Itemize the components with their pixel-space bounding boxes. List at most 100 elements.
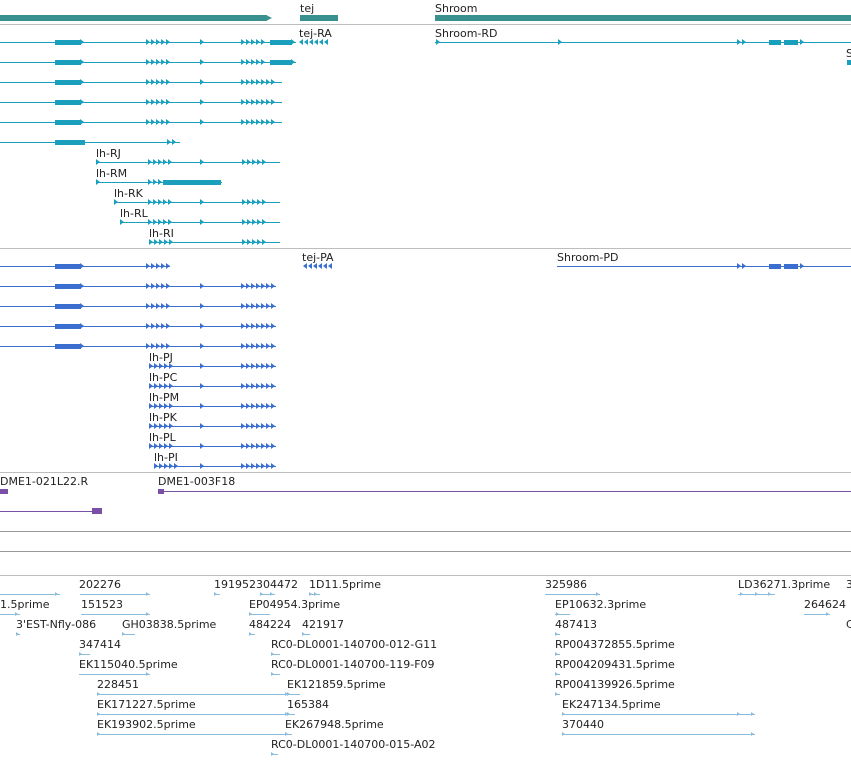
exon-arrow-right-icon[interactable] (246, 99, 250, 105)
exon-arrow-right-icon[interactable] (159, 363, 163, 369)
exon-arrow-right-icon[interactable] (251, 59, 255, 65)
exon-arrow-right-icon[interactable] (154, 463, 158, 469)
exon-arrow-right-icon[interactable] (251, 119, 255, 125)
exon-arrow-right-icon[interactable] (169, 363, 173, 369)
protein-line[interactable] (149, 406, 276, 407)
exon-arrow-right-icon[interactable] (241, 79, 245, 85)
exon-arrow-right-icon[interactable] (55, 592, 58, 596)
protein-line[interactable] (154, 466, 276, 467)
clone-line[interactable] (0, 511, 100, 512)
exon-arrow-right-icon[interactable] (271, 79, 275, 85)
exon-arrow-right-icon[interactable] (146, 672, 149, 676)
exon-arrow-right-icon[interactable] (154, 443, 158, 449)
est-line[interactable] (249, 634, 255, 635)
exon-arrow-right-icon[interactable] (251, 79, 255, 85)
exon-arrow-right-icon[interactable] (200, 59, 204, 65)
exon-arrow-right-icon[interactable] (80, 79, 84, 85)
exon-arrow-right-icon[interactable] (266, 403, 270, 409)
exon-arrow-right-icon[interactable] (146, 283, 150, 289)
exon-arrow-right-icon[interactable] (261, 403, 265, 409)
est-line[interactable] (562, 734, 755, 735)
exon-arrow-right-icon[interactable] (251, 323, 255, 329)
exon-arrow-right-icon[interactable] (309, 592, 312, 596)
exon-arrow-right-icon[interactable] (156, 263, 160, 269)
exon-arrow-right-icon[interactable] (164, 443, 168, 449)
exon-arrow-right-icon[interactable] (256, 383, 260, 389)
exon-arrow-right-icon[interactable] (287, 712, 290, 716)
exon-arrow-right-icon[interactable] (271, 672, 274, 676)
protein-line[interactable] (149, 446, 276, 447)
exon-arrow-right-icon[interactable] (251, 463, 255, 469)
exon-arrow-right-icon[interactable] (261, 99, 265, 105)
exon-arrow-right-icon[interactable] (148, 199, 152, 205)
exon-arrow-left-icon[interactable] (308, 263, 312, 269)
est-line[interactable] (97, 694, 290, 695)
exon-arrow-right-icon[interactable] (159, 403, 163, 409)
exon-arrow-right-icon[interactable] (146, 119, 150, 125)
exon-arrow-right-icon[interactable] (149, 239, 153, 245)
exon-arrow-right-icon[interactable] (271, 343, 275, 349)
exon-arrow-right-icon[interactable] (262, 239, 266, 245)
exon-arrow-right-icon[interactable] (148, 159, 152, 165)
exon-arrow-right-icon[interactable] (555, 652, 558, 656)
exon-arrow-right-icon[interactable] (120, 219, 124, 225)
exon-arrow-right-icon[interactable] (246, 423, 250, 429)
exon-arrow-right-icon[interactable] (161, 283, 165, 289)
exon-arrow-right-icon[interactable] (200, 443, 204, 449)
exon-arrow-right-icon[interactable] (158, 219, 162, 225)
exon-arrow-right-icon[interactable] (256, 443, 260, 449)
exon-arrow-right-icon[interactable] (151, 39, 155, 45)
transcript-line[interactable] (149, 242, 280, 243)
exon-arrow-right-icon[interactable] (262, 199, 266, 205)
exon-arrow-right-icon[interactable] (146, 59, 150, 65)
exon-arrow-right-icon[interactable] (270, 592, 273, 596)
exon-arrow-right-icon[interactable] (80, 59, 84, 65)
exon-arrow-right-icon[interactable] (266, 463, 270, 469)
exon-arrow-right-icon[interactable] (261, 383, 265, 389)
est-line[interactable] (260, 594, 275, 595)
exon-arrow-right-icon[interactable] (271, 752, 274, 756)
exon-box[interactable] (270, 60, 292, 65)
exon-arrow-right-icon[interactable] (246, 343, 250, 349)
exon-arrow-right-icon[interactable] (261, 59, 265, 65)
est-line[interactable] (80, 594, 150, 595)
exon-arrow-right-icon[interactable] (200, 343, 204, 349)
exon-arrow-right-icon[interactable] (266, 79, 270, 85)
est-line[interactable] (285, 734, 292, 735)
exon-arrow-right-icon[interactable] (562, 732, 565, 736)
exon-box[interactable] (55, 344, 81, 349)
exon-arrow-right-icon[interactable] (256, 463, 260, 469)
exon-arrow-right-icon[interactable] (246, 59, 250, 65)
exon-arrow-right-icon[interactable] (246, 443, 250, 449)
exon-arrow-right-icon[interactable] (252, 159, 256, 165)
exon-arrow-right-icon[interactable] (16, 632, 19, 636)
exon-arrow-right-icon[interactable] (247, 199, 251, 205)
exon-box[interactable] (769, 264, 781, 269)
est-line[interactable] (122, 634, 135, 635)
exon-arrow-right-icon[interactable] (161, 119, 165, 125)
exon-arrow-right-icon[interactable] (149, 423, 153, 429)
exon-arrow-right-icon[interactable] (241, 363, 245, 369)
exon-arrow-right-icon[interactable] (156, 119, 160, 125)
exon-arrow-right-icon[interactable] (200, 403, 204, 409)
exon-arrow-right-icon[interactable] (166, 283, 170, 289)
exon-arrow-right-icon[interactable] (80, 263, 84, 269)
exon-box[interactable] (55, 80, 81, 85)
exon-arrow-right-icon[interactable] (146, 79, 150, 85)
exon-arrow-right-icon[interactable] (271, 403, 275, 409)
exon-arrow-right-icon[interactable] (168, 219, 172, 225)
exon-arrow-right-icon[interactable] (556, 612, 559, 616)
exon-arrow-right-icon[interactable] (156, 343, 160, 349)
est-line[interactable] (97, 734, 290, 735)
exon-arrow-right-icon[interactable] (156, 59, 160, 65)
exon-arrow-right-icon[interactable] (271, 443, 275, 449)
exon-arrow-right-icon[interactable] (172, 139, 176, 145)
exon-arrow-right-icon[interactable] (79, 652, 82, 656)
exon-arrow-right-icon[interactable] (261, 363, 265, 369)
exon-arrow-right-icon[interactable] (251, 39, 255, 45)
exon-arrow-right-icon[interactable] (200, 159, 204, 165)
exon-arrow-right-icon[interactable] (163, 199, 167, 205)
exon-arrow-right-icon[interactable] (256, 343, 260, 349)
exon-arrow-right-icon[interactable] (256, 423, 260, 429)
exon-arrow-right-icon[interactable] (151, 323, 155, 329)
